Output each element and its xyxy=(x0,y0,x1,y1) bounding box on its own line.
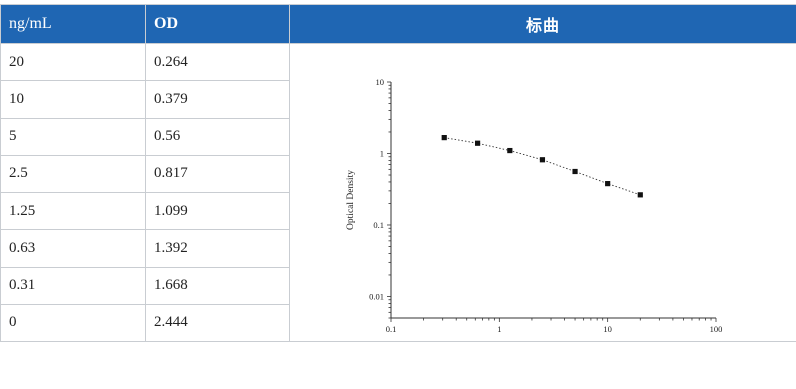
table-row: 0.63 1.392 xyxy=(0,229,796,268)
od-cell: 1.392 xyxy=(145,229,290,268)
od-cell: 0.56 xyxy=(145,117,290,156)
header-od: OD xyxy=(145,4,290,44)
table-row: 10 0.379 xyxy=(0,80,796,119)
od-cell: 1.099 xyxy=(145,191,290,231)
concentration-cell: 10 xyxy=(0,80,146,119)
table-row: 0 2.444 xyxy=(0,303,796,343)
x-tick-label: 100 xyxy=(710,324,723,334)
data-point xyxy=(441,135,447,141)
od-cell: 0.264 xyxy=(145,42,290,82)
data-point xyxy=(637,192,643,198)
od-cell: 0.379 xyxy=(145,80,290,119)
header-standard-curve: 标曲 xyxy=(289,4,796,44)
x-tick-label: 0.1 xyxy=(386,324,397,334)
data-point xyxy=(507,147,513,154)
od-cell: 1.668 xyxy=(145,266,290,305)
concentration-cell: 2.5 xyxy=(0,154,146,194)
y-tick-label: 0.01 xyxy=(369,291,384,301)
header-row: ng/mL OD 标曲 xyxy=(0,4,796,44)
top-spacer xyxy=(0,0,796,4)
x-tick-label: 10 xyxy=(603,324,612,334)
od-cell: 0.817 xyxy=(145,154,290,194)
concentration-cell: 5 xyxy=(0,117,146,156)
table-row: 5 0.56 xyxy=(0,117,796,156)
y-tick-label: 1 xyxy=(380,148,384,158)
concentration-cell: 0.63 xyxy=(0,229,146,268)
od-cell: 2.444 xyxy=(145,303,290,343)
concentration-cell: 20 xyxy=(0,42,146,82)
concentration-cell: 0 xyxy=(0,303,146,343)
table-row: 2.5 0.817 xyxy=(0,154,796,194)
y-tick-label: 0.1 xyxy=(373,220,384,230)
data-point xyxy=(474,140,481,146)
data-point xyxy=(605,181,611,187)
x-tick-label: 1 xyxy=(497,324,501,334)
y-tick-label: 10 xyxy=(376,77,385,87)
standard-curve-table: ng/mL OD 标曲 20 0.264 0.1 1 10 100 0.01 0.1 1 10… xyxy=(0,4,796,348)
table-row: 1.25 1.099 xyxy=(0,191,796,231)
series-line xyxy=(444,137,641,196)
concentration-cell: 0.31 xyxy=(0,266,146,305)
concentration-cell: 1.25 xyxy=(0,191,146,231)
data-point xyxy=(539,157,546,163)
y-axis-label: Optical Density xyxy=(346,170,356,230)
header-concentration: ng/mL xyxy=(0,4,146,44)
data-point xyxy=(572,168,578,175)
